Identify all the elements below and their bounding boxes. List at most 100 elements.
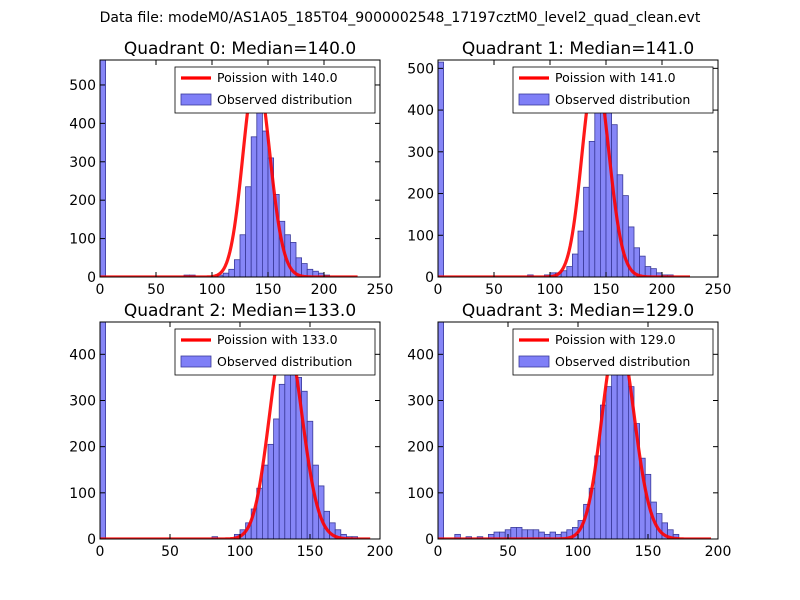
histogram-bar xyxy=(516,527,523,539)
histogram-bar xyxy=(245,186,252,277)
y-tick-label: 200 xyxy=(69,440,96,456)
y-tick-label: 300 xyxy=(407,145,434,161)
histogram-bar xyxy=(228,268,235,277)
x-tick-label: 150 xyxy=(593,282,620,298)
x-tick-label: 0 xyxy=(96,544,105,560)
y-tick-label: 0 xyxy=(87,270,96,286)
legend-label-observed: Observed distribution xyxy=(555,354,690,369)
y-tick-label: 100 xyxy=(69,486,96,502)
x-tick-label: 0 xyxy=(434,544,443,560)
panel-title: Quadrant 2: Median=133.0 xyxy=(124,301,356,321)
y-tick-label: 500 xyxy=(407,61,434,77)
legend: Poission with 141.0 Observed distribution xyxy=(512,66,714,114)
legend-label-poisson: Poission with 140.0 xyxy=(217,70,338,85)
panel-2: 0 50 100 150 200 0 100 200 300 400 Quadrant 2: Med… xyxy=(69,301,393,560)
y-tick-label: 400 xyxy=(407,103,434,119)
x-tick-label: 0 xyxy=(96,282,105,298)
y-tick-label: 0 xyxy=(425,270,434,286)
y-tick-label: 300 xyxy=(69,393,96,409)
y-tick-label: 100 xyxy=(69,232,96,248)
legend-label-poisson: Poission with 133.0 xyxy=(217,332,338,347)
legend-label-poisson: Poission with 141.0 xyxy=(555,70,676,85)
histogram-bar xyxy=(267,443,274,539)
x-tick-label: 0 xyxy=(434,282,443,298)
x-tick-label: 150 xyxy=(255,282,282,298)
histogram-bar xyxy=(510,527,517,539)
histogram-bar xyxy=(438,61,444,277)
x-tick-label: 50 xyxy=(147,282,165,298)
legend-bar-swatch xyxy=(518,355,550,368)
legend-label-observed: Observed distribution xyxy=(217,92,352,107)
x-tick-label: 200 xyxy=(649,282,676,298)
y-tick-label: 200 xyxy=(69,193,96,209)
histogram-bar xyxy=(250,136,258,277)
x-tick-label: 100 xyxy=(199,282,226,298)
histogram-bar xyxy=(622,358,629,539)
histogram-bar xyxy=(566,266,573,277)
legend: Poission with 140.0 Observed distribution xyxy=(174,66,376,114)
legend-bar-swatch xyxy=(180,355,212,368)
y-tick-label: 300 xyxy=(69,155,96,171)
poisson-curve xyxy=(100,331,371,539)
histogram-bar xyxy=(454,533,461,539)
histogram-bar xyxy=(284,356,291,539)
legend: Poission with 129.0 Observed distribution xyxy=(512,328,714,376)
histogram-bar xyxy=(273,418,280,539)
y-tick-label: 0 xyxy=(87,532,96,548)
histogram-bar xyxy=(100,60,106,277)
legend-label-observed: Observed distribution xyxy=(217,354,352,369)
histogram-bar xyxy=(611,353,618,539)
panel-title: Quadrant 3: Median=129.0 xyxy=(462,301,694,321)
histogram-bar xyxy=(577,230,584,277)
legend-label-observed: Observed distribution xyxy=(555,92,690,107)
panel-title: Quadrant 0: Median=140.0 xyxy=(124,39,356,59)
x-tick-label: 100 xyxy=(537,282,564,298)
histogram-bar xyxy=(605,386,612,539)
poisson-curve xyxy=(438,331,712,539)
figure-suptitle: Data file: modeM0/AS1A05_185T04_90000025… xyxy=(100,10,701,26)
histogram-bar xyxy=(588,140,596,277)
legend-bar-swatch xyxy=(180,93,212,106)
legend-label-poisson: Poission with 129.0 xyxy=(555,332,676,347)
panel-3: 0 50 100 150 200 0 100 200 300 400 Quadrant 3: Med… xyxy=(407,301,731,560)
x-tick-label: 200 xyxy=(367,544,394,560)
axes-frame xyxy=(437,59,719,278)
histogram-bar xyxy=(583,186,590,277)
y-tick-label: 0 xyxy=(425,532,434,548)
y-tick-label: 400 xyxy=(407,347,434,363)
panel-0: 0 50 100 150 200 250 0 100 200 300 400 500 Quadrant … xyxy=(69,39,393,298)
y-tick-label: 500 xyxy=(69,78,96,94)
histogram-bar xyxy=(239,234,246,277)
histogram-bar xyxy=(233,259,241,277)
histogram-bar xyxy=(438,322,444,539)
x-tick-label: 100 xyxy=(227,544,254,560)
x-tick-label: 150 xyxy=(635,544,662,560)
x-tick-label: 50 xyxy=(499,544,517,560)
y-tick-label: 200 xyxy=(407,187,434,203)
y-tick-label: 100 xyxy=(407,228,434,244)
axes-frame xyxy=(99,59,381,278)
panel-title: Quadrant 1: Median=141.0 xyxy=(462,39,694,59)
histogram-bar xyxy=(256,103,263,277)
histogram-bar xyxy=(261,130,269,277)
histogram-bar xyxy=(572,253,579,277)
histogram-bars xyxy=(438,61,674,277)
x-tick-label: 250 xyxy=(705,282,732,298)
histogram-bar xyxy=(100,322,106,539)
panel-1: 0 50 100 150 200 250 0 100 200 300 400 500 Quadrant … xyxy=(407,39,731,298)
legend: Poission with 133.0 Observed distribution xyxy=(174,328,376,376)
histogram-bar xyxy=(278,383,286,539)
histogram-bars xyxy=(100,322,358,539)
y-tick-label: 400 xyxy=(69,347,96,363)
x-tick-label: 250 xyxy=(367,282,394,298)
y-tick-label: 300 xyxy=(407,393,434,409)
y-tick-label: 100 xyxy=(407,486,434,502)
x-tick-label: 200 xyxy=(311,282,338,298)
histogram-bar xyxy=(616,346,624,539)
y-tick-label: 400 xyxy=(69,116,96,132)
panels: 0 50 100 150 200 2500100200300400500Quadrant … xyxy=(69,39,731,560)
x-tick-label: 50 xyxy=(485,282,503,298)
x-tick-label: 200 xyxy=(705,544,732,560)
histogram-bar xyxy=(261,464,269,539)
legend-bar-swatch xyxy=(518,93,550,106)
